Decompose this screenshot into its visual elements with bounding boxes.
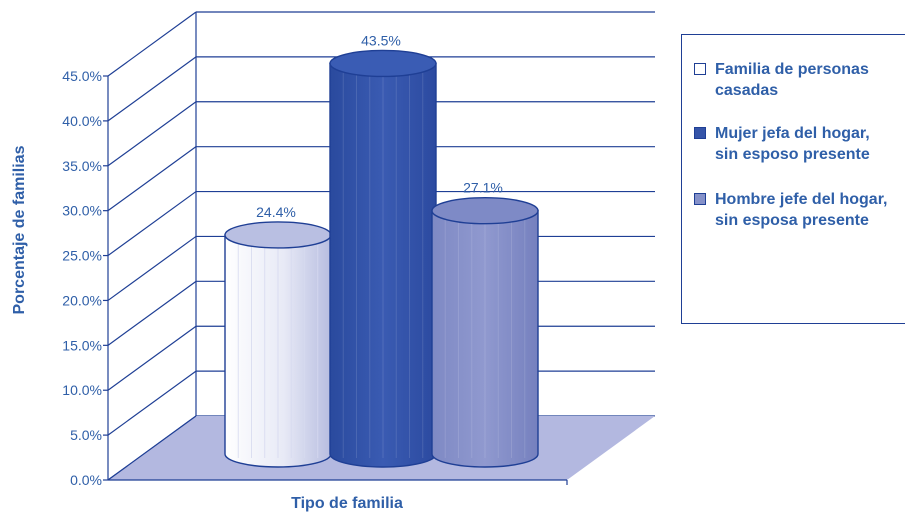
bar-male-head bbox=[431, 197, 539, 468]
legend-swatch-female-head bbox=[694, 127, 706, 139]
y-tick-label: 40.0% bbox=[62, 113, 102, 129]
bars bbox=[224, 49, 539, 468]
y-tick-label: 30.0% bbox=[62, 203, 102, 219]
gridline-diagonal bbox=[107, 56, 197, 122]
y-axis-ticks: 0.0% 5.0% 10.0% 15.0% 20.0% 25.0% 30.0% 35.0% 40… bbox=[62, 68, 108, 488]
y-tick-label: 0.0% bbox=[70, 472, 102, 488]
gridline-diagonal bbox=[107, 101, 197, 167]
y-tick-label: 25.0% bbox=[62, 248, 102, 264]
bar-female-head bbox=[329, 49, 437, 468]
legend-swatch-married bbox=[694, 63, 706, 75]
legend: Familia de personas casadas Mujer jefa d… bbox=[681, 34, 905, 324]
bar-married-top bbox=[224, 221, 332, 249]
legend-swatch-male-head bbox=[694, 193, 706, 205]
y-axis-title: Porcentaje de familias bbox=[11, 145, 28, 314]
data-label: 43.5% bbox=[361, 32, 401, 48]
y-tick-label: 20.0% bbox=[62, 292, 102, 308]
bar-male-head-body bbox=[431, 210, 539, 468]
gridline-diagonal bbox=[107, 280, 197, 346]
floor-edge bbox=[107, 415, 197, 481]
gridline-diagonal bbox=[107, 11, 197, 77]
gridline-diagonal bbox=[107, 370, 197, 436]
data-labels: 24.4% 43.5% 27.1% bbox=[256, 32, 503, 219]
y-tick-label: 5.0% bbox=[70, 427, 102, 443]
bar-female-head-top bbox=[329, 49, 437, 78]
y-tick-label: 35.0% bbox=[62, 158, 102, 174]
data-label: 24.4% bbox=[256, 204, 296, 220]
legend-label-female-head: Mujer jefa del hogar, sin esposo present… bbox=[715, 125, 870, 163]
legend-item-male-head: Hombre jefe del hogar, sin esposa presen… bbox=[694, 189, 890, 231]
gridline-diagonal bbox=[107, 325, 197, 391]
legend-label-male-head: Hombre jefe del hogar, sin esposa presen… bbox=[715, 191, 888, 229]
data-label: 27.1% bbox=[463, 180, 503, 196]
legend-label-married: Familia de personas casadas bbox=[715, 61, 869, 99]
bar-male-head-top bbox=[431, 197, 539, 225]
y-tick-label: 15.0% bbox=[62, 337, 102, 353]
legend-item-female-head: Mujer jefa del hogar, sin esposo present… bbox=[694, 123, 890, 165]
gridline-diagonal bbox=[107, 235, 197, 301]
x-axis-title: Tipo de familia bbox=[291, 495, 403, 512]
bar-married bbox=[224, 221, 332, 468]
y-tick-label: 10.0% bbox=[62, 382, 102, 398]
gridline-diagonal bbox=[107, 146, 197, 212]
legend-item-married: Familia de personas casadas bbox=[694, 59, 890, 101]
y-tick-label: 45.0% bbox=[62, 68, 102, 84]
gridline-diagonal bbox=[107, 191, 197, 257]
